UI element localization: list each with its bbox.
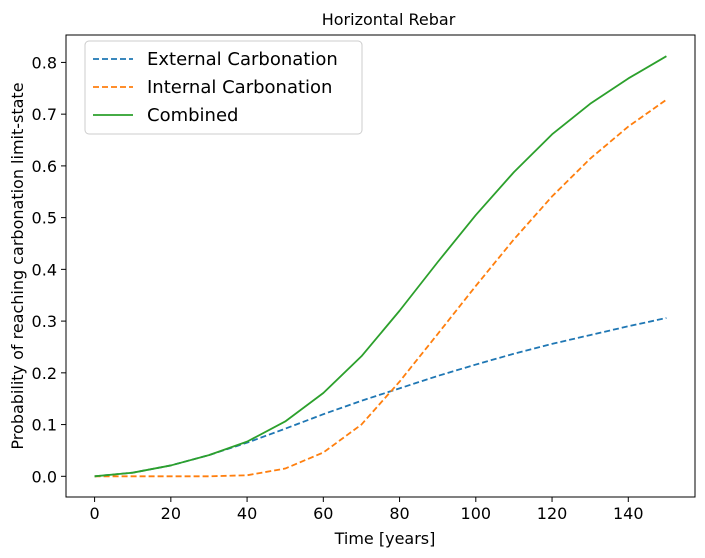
y-tick-label: 0.1 xyxy=(32,416,57,435)
x-tick-label: 0 xyxy=(89,504,99,523)
y-axis-title: Probability of reaching carbonation limi… xyxy=(8,82,27,449)
legend-box xyxy=(84,40,363,135)
legend-label: Internal Carbonation xyxy=(147,77,332,98)
chart-title: Horizontal Rebar xyxy=(322,10,456,29)
x-axis-title: Time [years] xyxy=(334,529,436,548)
series-lines xyxy=(94,55,667,478)
y-tick-label: 0.0 xyxy=(32,467,57,486)
legend-label: Combined xyxy=(147,105,238,126)
x-axis-ticks: 0 20 40 60 80 100 120 140 xyxy=(89,497,644,523)
series-line-internal-carbonation xyxy=(94,98,667,478)
y-tick-label: 0.3 xyxy=(32,312,57,331)
x-tick-label: 60 xyxy=(313,504,333,523)
x-tick-label: 20 xyxy=(161,504,181,523)
series-line-combined xyxy=(94,55,667,478)
y-tick-label: 0.8 xyxy=(32,53,57,72)
y-axis-ticks: 0.0 0.1 0.2 0.3 0.4 0.5 0.6 0.7 0.8 xyxy=(32,53,66,486)
x-tick-label: 80 xyxy=(389,504,409,523)
legend-label: External Carbonation xyxy=(147,49,338,70)
y-tick-label: 0.7 xyxy=(32,105,57,124)
plot-frame xyxy=(65,34,696,498)
y-tick-label: 0.2 xyxy=(32,364,57,383)
y-tick-label: 0.6 xyxy=(32,157,57,176)
x-tick-label: 40 xyxy=(237,504,257,523)
series-line-external-carbonation xyxy=(94,317,667,478)
x-tick-label: 100 xyxy=(461,504,492,523)
y-tick-label: 0.4 xyxy=(32,260,57,279)
plot-area xyxy=(65,34,696,498)
y-tick-label: 0.5 xyxy=(32,209,57,228)
x-tick-label: 140 xyxy=(613,504,644,523)
x-tick-label: 120 xyxy=(537,504,568,523)
legend: External Carbonation Internal Carbonation… xyxy=(84,40,363,135)
